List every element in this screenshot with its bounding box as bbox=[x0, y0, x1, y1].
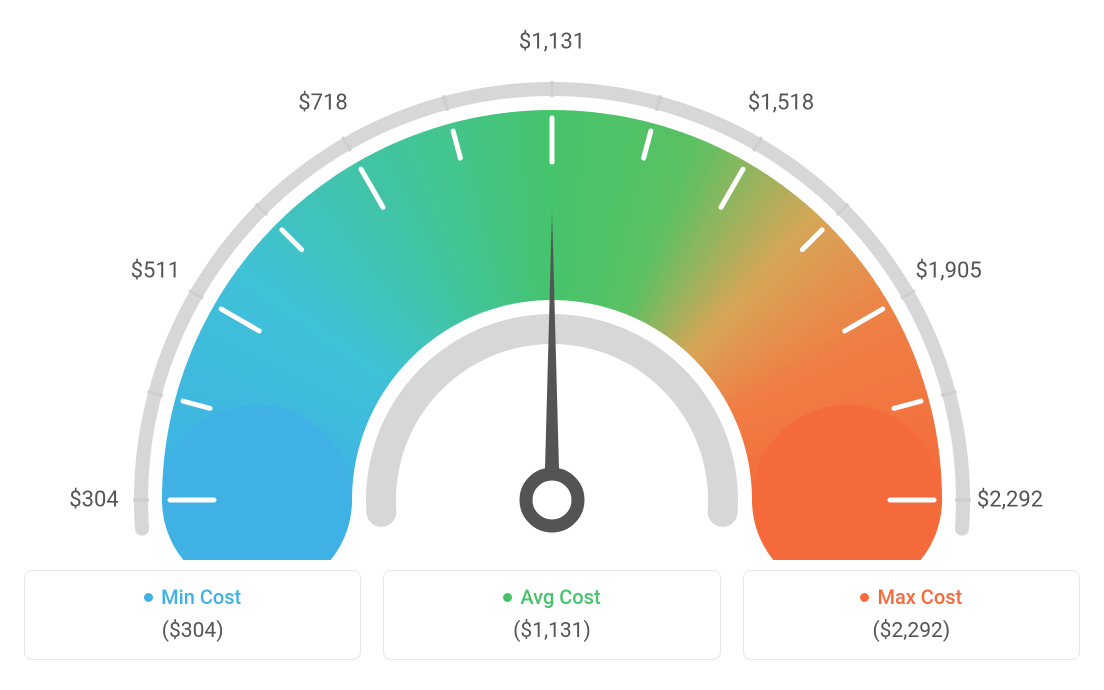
legend-title-min-label: Min Cost bbox=[161, 585, 241, 609]
legend-value-avg: ($1,131) bbox=[394, 619, 709, 643]
legend-dot-avg-icon bbox=[503, 593, 512, 602]
legend-value-min: ($304) bbox=[35, 619, 350, 643]
cost-gauge-chart: $304 $511 $718 $1,131 $1,518 $1,905 $2,292 Min… bbox=[0, 0, 1104, 690]
legend-value-max: ($2,292) bbox=[754, 619, 1069, 643]
gauge-tick-label: $304 bbox=[69, 488, 118, 513]
legend-title-min: Min Cost bbox=[144, 585, 241, 609]
gauge-tick-label: $1,131 bbox=[519, 30, 585, 55]
gauge: $304 $511 $718 $1,131 $1,518 $1,905 $2,292 bbox=[0, 0, 1104, 560]
legend-row: Min Cost ($304) Avg Cost ($1,131) Max Co… bbox=[24, 570, 1080, 660]
legend-title-max-label: Max Cost bbox=[877, 585, 962, 609]
legend-dot-max-icon bbox=[860, 593, 869, 602]
legend-title-avg-label: Avg Cost bbox=[520, 585, 600, 609]
gauge-tick-label: $2,292 bbox=[977, 488, 1043, 513]
gauge-tick-label: $718 bbox=[298, 91, 347, 116]
legend-title-max: Max Cost bbox=[860, 585, 962, 609]
gauge-tick-label: $1,905 bbox=[916, 259, 982, 284]
legend-card-max: Max Cost ($2,292) bbox=[743, 570, 1080, 660]
gauge-tick-label: $1,518 bbox=[748, 91, 814, 116]
gauge-tick-label: $511 bbox=[131, 259, 180, 284]
legend-title-avg: Avg Cost bbox=[503, 585, 600, 609]
legend-card-avg: Avg Cost ($1,131) bbox=[383, 570, 720, 660]
legend-card-min: Min Cost ($304) bbox=[24, 570, 361, 660]
legend-dot-min-icon bbox=[144, 593, 153, 602]
